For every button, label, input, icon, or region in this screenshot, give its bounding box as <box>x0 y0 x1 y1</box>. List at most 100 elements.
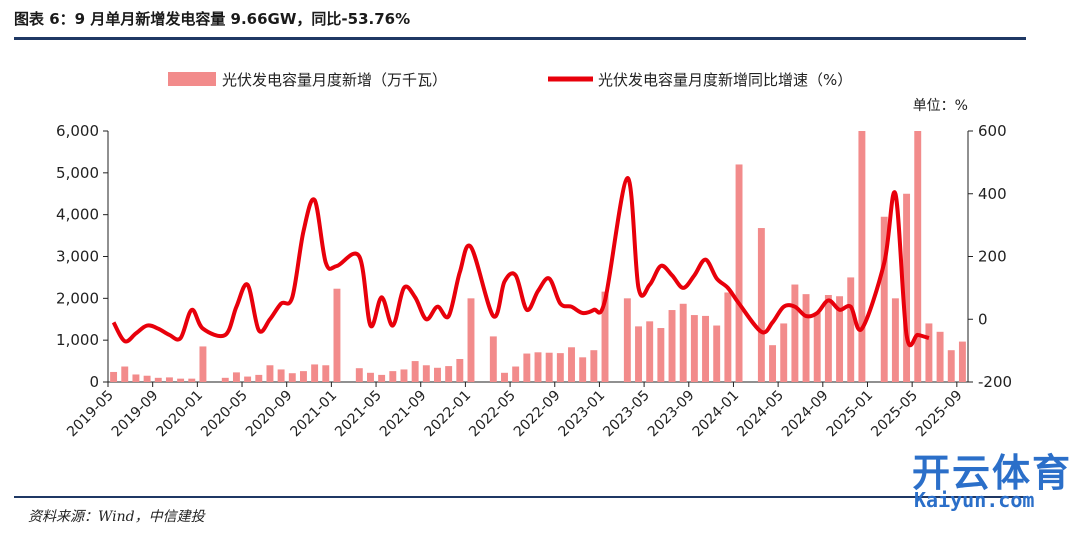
bar <box>277 369 285 382</box>
x-tick-label: 2021-01 <box>288 388 341 441</box>
bar <box>501 372 508 382</box>
left-tick-label: 1,000 <box>56 331 99 349</box>
bar <box>311 364 319 382</box>
x-tick-label: 2019-09 <box>109 388 162 441</box>
x-tick-label: 2019-05 <box>64 388 117 441</box>
x-tick-label: 2022-01 <box>422 388 475 441</box>
bar <box>367 372 374 382</box>
x-tick-label: 2025-09 <box>913 388 966 441</box>
bar <box>836 296 844 382</box>
bar <box>489 336 497 382</box>
bar <box>635 326 642 382</box>
bar <box>668 310 676 382</box>
bar <box>110 371 118 382</box>
watermark-sub: Kaiyun.com <box>914 488 1035 512</box>
bar <box>266 365 274 382</box>
bar <box>188 378 196 382</box>
bar <box>534 352 542 382</box>
left-tick-label: 3,000 <box>56 248 99 266</box>
bar <box>177 378 185 382</box>
bar <box>880 216 888 382</box>
bar <box>958 341 966 382</box>
bar <box>434 367 441 382</box>
top-rule <box>14 37 1026 40</box>
bar <box>165 377 173 382</box>
bar <box>568 347 575 382</box>
bar <box>713 325 721 382</box>
bar <box>858 131 866 382</box>
bar <box>769 345 777 382</box>
bar <box>422 365 430 382</box>
bar <box>322 365 330 382</box>
left-tick-label: 0 <box>89 373 99 391</box>
bar <box>255 374 263 382</box>
right-tick-label: -200 <box>978 373 1012 391</box>
bar <box>389 371 397 382</box>
right-axis-unit: 单位：% <box>913 98 968 114</box>
bar <box>813 312 821 382</box>
bar <box>121 366 129 382</box>
chart-title: 图表 6：9 月单月新增发电容量 9.66GW，同比-53.76% <box>14 10 411 28</box>
bar <box>132 374 140 382</box>
bar <box>903 193 911 382</box>
right-tick-label: 600 <box>978 122 1007 140</box>
bar <box>400 369 408 382</box>
bar <box>411 361 419 382</box>
bar <box>143 375 151 382</box>
line-series <box>111 176 930 348</box>
bar <box>556 353 564 382</box>
bar <box>333 288 341 382</box>
bar <box>702 315 709 382</box>
bar <box>199 346 207 382</box>
bar <box>947 350 955 382</box>
bar <box>445 366 453 382</box>
x-tick-label: 2024-01 <box>690 388 743 441</box>
left-tick-label: 6,000 <box>56 122 99 140</box>
bar <box>456 358 464 382</box>
legend-bar-label: 光伏发电容量月度新增（万千瓦） <box>222 71 447 89</box>
bar <box>791 284 799 382</box>
bar <box>601 291 609 382</box>
bar <box>724 292 732 382</box>
bar <box>467 298 475 382</box>
bar <box>299 371 307 382</box>
bar <box>523 353 531 382</box>
x-tick-label: 2021-09 <box>377 388 430 441</box>
bar <box>847 277 855 382</box>
bar <box>925 323 933 382</box>
x-tick-label: 2022-09 <box>511 388 564 441</box>
bar <box>824 294 832 382</box>
bar-series <box>110 131 966 382</box>
bar <box>154 377 162 382</box>
x-tick-label: 2023-05 <box>600 388 653 441</box>
right-tick-label: 0 <box>978 310 988 328</box>
bar <box>802 294 810 382</box>
left-tick-label: 5,000 <box>56 164 99 182</box>
x-tick-label: 2023-09 <box>645 388 698 441</box>
x-tick-label: 2020-01 <box>153 388 206 441</box>
bar <box>690 315 698 382</box>
legend-line-label: 光伏发电容量月度新增同比增速（%） <box>598 71 852 89</box>
legend-bar-swatch <box>168 72 216 86</box>
x-tick-label: 2023-01 <box>556 388 609 441</box>
bar <box>512 366 520 382</box>
left-tick-label: 4,000 <box>56 206 99 224</box>
bar <box>891 298 899 382</box>
x-tick-label: 2020-05 <box>198 388 251 441</box>
right-tick-label: 200 <box>978 248 1007 266</box>
x-tick-label: 2024-05 <box>734 388 787 441</box>
left-tick-label: 2,000 <box>56 289 99 307</box>
source-note: 资料来源：Wind，中信建投 <box>28 509 205 525</box>
bar <box>623 298 631 382</box>
bar <box>735 164 743 382</box>
bar <box>232 372 240 382</box>
legend: 光伏发电容量月度新增（万千瓦） 光伏发电容量月度新增同比增速（%） <box>168 71 852 89</box>
bar <box>288 373 296 382</box>
bar <box>590 350 598 382</box>
bar <box>780 323 788 382</box>
x-tick-label: 2025-01 <box>824 388 877 441</box>
bar <box>244 376 252 382</box>
x-tick-label: 2024-09 <box>779 388 832 441</box>
bar <box>378 374 386 382</box>
bar <box>355 368 363 382</box>
